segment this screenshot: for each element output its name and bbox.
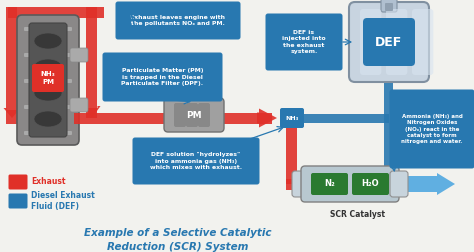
FancyBboxPatch shape [174, 103, 186, 127]
Bar [286, 178, 305, 190]
FancyBboxPatch shape [412, 9, 433, 75]
FancyBboxPatch shape [390, 89, 474, 169]
Text: NH₃
PM: NH₃ PM [41, 72, 55, 84]
FancyArrow shape [83, 106, 100, 118]
FancyBboxPatch shape [24, 79, 72, 83]
Bar [8, 7, 104, 17]
Text: Particulate Matter (PM)
is trapped in the Diesel
Particulate Filter (DPF).: Particulate Matter (PM) is trapped in th… [121, 68, 203, 86]
FancyBboxPatch shape [9, 174, 27, 190]
Bar [7, 7, 18, 124]
FancyBboxPatch shape [292, 171, 310, 197]
FancyBboxPatch shape [32, 64, 64, 92]
FancyBboxPatch shape [352, 173, 389, 195]
Text: DEF solution "hydrolyzes"
into ammonia gas (NH₃)
which mixes with exhaust.: DEF solution "hydrolyzes" into ammonia g… [150, 152, 242, 170]
Text: DEF: DEF [375, 36, 402, 48]
FancyBboxPatch shape [386, 9, 407, 75]
Bar [74, 112, 166, 123]
Bar [384, 118, 393, 184]
FancyBboxPatch shape [24, 27, 72, 31]
Bar [86, 7, 98, 118]
Text: Example of a Selective Catalytic
Reduction (SCR) System: Example of a Selective Catalytic Reducti… [84, 228, 272, 251]
FancyBboxPatch shape [280, 108, 304, 128]
FancyBboxPatch shape [360, 9, 382, 75]
Bar [384, 76, 393, 118]
FancyArrow shape [3, 108, 20, 118]
Text: Exhaust: Exhaust [31, 177, 65, 186]
FancyBboxPatch shape [349, 2, 429, 82]
FancyBboxPatch shape [9, 194, 27, 208]
FancyBboxPatch shape [385, 3, 393, 11]
FancyArrow shape [405, 173, 455, 195]
Bar [292, 113, 389, 122]
FancyBboxPatch shape [24, 131, 72, 135]
FancyBboxPatch shape [363, 18, 415, 66]
Ellipse shape [34, 111, 62, 127]
Text: PM: PM [186, 110, 202, 119]
Text: DEF is
injected into
the exhaust
system.: DEF is injected into the exhaust system. [282, 30, 326, 54]
FancyBboxPatch shape [24, 105, 72, 109]
Ellipse shape [34, 85, 62, 101]
FancyBboxPatch shape [70, 98, 88, 112]
Text: H₂O: H₂O [362, 179, 379, 188]
FancyBboxPatch shape [301, 166, 399, 202]
FancyArrow shape [257, 109, 277, 128]
Text: Exhaust leaves engine with
the pollutants NOₓ and PM.: Exhaust leaves engine with the pollutant… [130, 15, 226, 26]
FancyBboxPatch shape [70, 48, 88, 62]
FancyBboxPatch shape [198, 103, 210, 127]
Ellipse shape [34, 33, 62, 49]
FancyBboxPatch shape [381, 0, 397, 12]
FancyBboxPatch shape [116, 2, 240, 40]
Text: SCR Catalyst: SCR Catalyst [330, 210, 385, 219]
Text: Ammonia (NH₃) and
Nitrogen Oxides
(NOₓ) react in the
catalyst to form
nitrogen a: Ammonia (NH₃) and Nitrogen Oxides (NOₓ) … [401, 114, 463, 144]
FancyBboxPatch shape [390, 171, 408, 197]
FancyBboxPatch shape [24, 53, 72, 57]
Text: Diesel Exhaust
Fluid (DEF): Diesel Exhaust Fluid (DEF) [31, 191, 95, 211]
FancyBboxPatch shape [164, 98, 224, 132]
FancyBboxPatch shape [133, 138, 259, 184]
Bar [220, 112, 272, 123]
Bar [286, 118, 298, 184]
FancyBboxPatch shape [29, 23, 67, 137]
FancyBboxPatch shape [17, 15, 79, 145]
FancyBboxPatch shape [186, 103, 198, 127]
FancyBboxPatch shape [102, 52, 222, 102]
Text: N₂: N₂ [324, 179, 335, 188]
Ellipse shape [34, 59, 62, 75]
Text: NH₃: NH₃ [285, 115, 299, 120]
FancyBboxPatch shape [311, 173, 348, 195]
FancyBboxPatch shape [265, 14, 343, 71]
